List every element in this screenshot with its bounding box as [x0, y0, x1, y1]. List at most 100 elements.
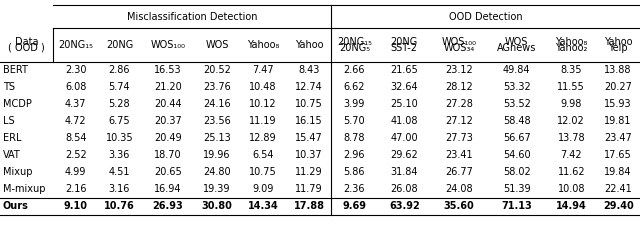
- Text: 14.94: 14.94: [556, 201, 587, 211]
- Text: AGnews: AGnews: [497, 43, 536, 53]
- Text: MCDP: MCDP: [3, 99, 31, 109]
- Text: ( OOD ): ( OOD ): [8, 43, 45, 53]
- Text: 2.96: 2.96: [344, 150, 365, 160]
- Text: 63.92: 63.92: [389, 201, 420, 211]
- Text: 14.34: 14.34: [248, 201, 278, 211]
- Text: Ours: Ours: [3, 201, 28, 211]
- Text: 23.47: 23.47: [604, 133, 632, 143]
- Text: OOD Detection: OOD Detection: [449, 12, 522, 22]
- Text: 11.62: 11.62: [557, 167, 585, 177]
- Text: 19.39: 19.39: [204, 184, 231, 194]
- Text: WOS: WOS: [205, 40, 228, 50]
- Text: 5.86: 5.86: [344, 167, 365, 177]
- Text: WOS₃₄: WOS₃₄: [444, 43, 474, 53]
- Text: 19.84: 19.84: [604, 167, 632, 177]
- Text: 17.88: 17.88: [294, 201, 324, 211]
- Text: 23.12: 23.12: [445, 65, 473, 75]
- Text: 8.43: 8.43: [298, 65, 320, 75]
- Text: 20.44: 20.44: [154, 99, 182, 109]
- Text: TS: TS: [3, 82, 15, 92]
- Text: 16.53: 16.53: [154, 65, 182, 75]
- Text: 16.15: 16.15: [295, 116, 323, 126]
- Text: 56.67: 56.67: [503, 133, 531, 143]
- Text: 26.77: 26.77: [445, 167, 473, 177]
- Text: 23.41: 23.41: [445, 150, 473, 160]
- Text: 7.47: 7.47: [252, 65, 274, 75]
- Text: 17.65: 17.65: [604, 150, 632, 160]
- Text: 58.02: 58.02: [503, 167, 531, 177]
- Text: 20.37: 20.37: [154, 116, 182, 126]
- Text: 51.39: 51.39: [503, 184, 531, 194]
- Text: 13.88: 13.88: [604, 65, 632, 75]
- Text: 4.51: 4.51: [109, 167, 130, 177]
- Text: 20NG₁₅: 20NG₁₅: [337, 37, 372, 47]
- Text: 28.12: 28.12: [445, 82, 473, 92]
- Text: 49.84: 49.84: [503, 65, 531, 75]
- Text: WOS₁₀₀: WOS₁₀₀: [442, 37, 476, 47]
- Text: 71.13: 71.13: [501, 201, 532, 211]
- Text: 9.09: 9.09: [252, 184, 274, 194]
- Text: 29.62: 29.62: [390, 150, 418, 160]
- Text: 20NG: 20NG: [390, 37, 418, 47]
- Text: 20NG₅: 20NG₅: [339, 43, 370, 53]
- Text: 10.37: 10.37: [295, 150, 323, 160]
- Text: 6.08: 6.08: [65, 82, 86, 92]
- Text: 30.80: 30.80: [202, 201, 232, 211]
- Text: 10.12: 10.12: [249, 99, 277, 109]
- Text: 24.16: 24.16: [203, 99, 231, 109]
- Text: ERL: ERL: [3, 133, 21, 143]
- Text: 22.41: 22.41: [604, 184, 632, 194]
- Text: 8.35: 8.35: [561, 65, 582, 75]
- Text: 4.99: 4.99: [65, 167, 86, 177]
- Text: 10.76: 10.76: [104, 201, 135, 211]
- Text: Yahoo₈: Yahoo₈: [555, 37, 588, 47]
- Text: 20NG₁₅: 20NG₁₅: [58, 40, 93, 50]
- Text: 15.47: 15.47: [295, 133, 323, 143]
- Text: 24.08: 24.08: [445, 184, 473, 194]
- Text: 35.60: 35.60: [444, 201, 474, 211]
- Text: 6.62: 6.62: [344, 82, 365, 92]
- Text: 26.08: 26.08: [390, 184, 418, 194]
- Text: 3.36: 3.36: [109, 150, 130, 160]
- Text: 5.28: 5.28: [109, 99, 130, 109]
- Text: 10.08: 10.08: [557, 184, 585, 194]
- Text: M-mixup: M-mixup: [3, 184, 45, 194]
- Text: 54.60: 54.60: [503, 150, 531, 160]
- Text: BERT: BERT: [3, 65, 28, 75]
- Text: 31.84: 31.84: [390, 167, 418, 177]
- Text: 20.52: 20.52: [203, 65, 231, 75]
- Text: 23.56: 23.56: [203, 116, 231, 126]
- Text: 20.49: 20.49: [154, 133, 182, 143]
- Text: 4.72: 4.72: [65, 116, 86, 126]
- Text: 2.36: 2.36: [344, 184, 365, 194]
- Text: Mixup: Mixup: [3, 167, 32, 177]
- Text: 5.74: 5.74: [109, 82, 130, 92]
- Text: Yahoo₈: Yahoo₈: [247, 40, 279, 50]
- Text: 3.16: 3.16: [109, 184, 130, 194]
- Text: 24.80: 24.80: [203, 167, 231, 177]
- Text: 21.65: 21.65: [390, 65, 418, 75]
- Text: 11.29: 11.29: [295, 167, 323, 177]
- Text: 12.89: 12.89: [249, 133, 277, 143]
- Text: Yahoo: Yahoo: [604, 37, 632, 47]
- Text: 20.27: 20.27: [604, 82, 632, 92]
- Text: Data: Data: [15, 37, 38, 47]
- Text: 6.75: 6.75: [109, 116, 130, 126]
- Text: 27.28: 27.28: [445, 99, 473, 109]
- Text: 18.70: 18.70: [154, 150, 182, 160]
- Text: 5.70: 5.70: [344, 116, 365, 126]
- Text: 25.10: 25.10: [390, 99, 418, 109]
- Text: 53.52: 53.52: [503, 99, 531, 109]
- Text: 13.78: 13.78: [557, 133, 585, 143]
- Text: 2.16: 2.16: [65, 184, 86, 194]
- Text: 23.76: 23.76: [203, 82, 231, 92]
- Text: 16.94: 16.94: [154, 184, 182, 194]
- Text: 41.08: 41.08: [390, 116, 418, 126]
- Text: 27.12: 27.12: [445, 116, 473, 126]
- Text: 10.35: 10.35: [106, 133, 133, 143]
- Text: VAT: VAT: [3, 150, 20, 160]
- Text: 53.32: 53.32: [503, 82, 531, 92]
- Text: 19.96: 19.96: [204, 150, 231, 160]
- Text: 4.37: 4.37: [65, 99, 86, 109]
- Text: 11.79: 11.79: [295, 184, 323, 194]
